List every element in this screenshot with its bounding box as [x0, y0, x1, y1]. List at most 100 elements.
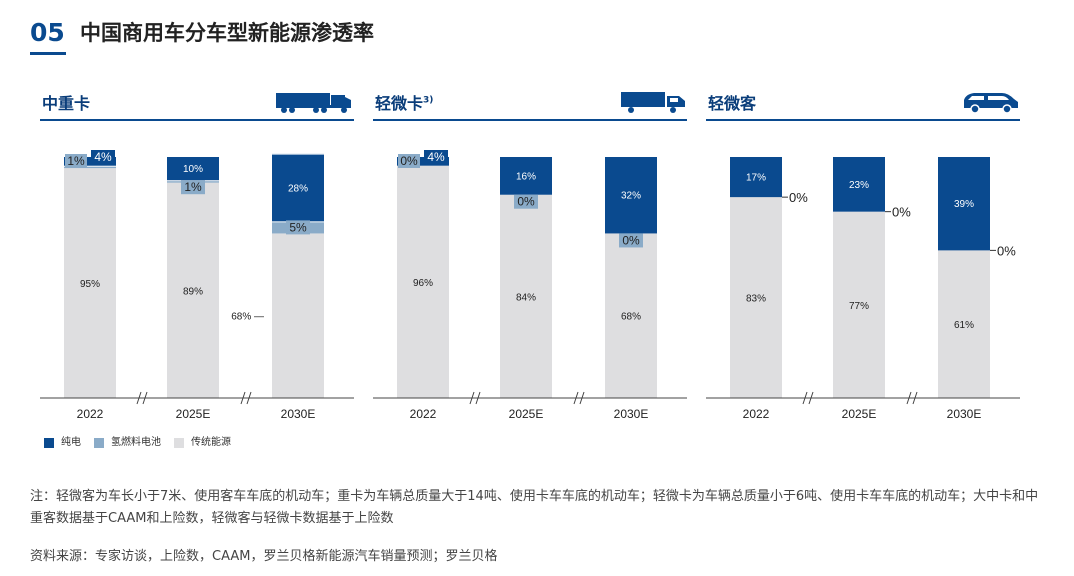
data-label: 95% [80, 279, 100, 290]
bar-segment [605, 233, 657, 398]
data-label: 83% [746, 294, 766, 305]
section-number-underline [30, 52, 66, 55]
label-box [619, 233, 643, 248]
panel-van: 轻微客 83% 17% 0% 2022 77% 23% 0% 2025E 61% 39% 0% 203… [706, 86, 1020, 422]
panel-rule [373, 119, 687, 121]
panel-chart: 96% 0% 4% 2022 84% 16% 0% 2025E 68% 32% 0% 2030E [373, 150, 687, 421]
data-label: 0% [517, 195, 535, 209]
axis-break [240, 391, 252, 405]
bar-segment [730, 197, 782, 398]
van-icon [962, 90, 1020, 118]
data-label: 17% [746, 173, 766, 184]
x-tick-label: 2030E [614, 407, 649, 421]
axis-break [906, 391, 918, 405]
data-label: 0% [622, 233, 640, 247]
label-box [65, 154, 87, 168]
bar-segment-divider [167, 156, 219, 157]
legend-label: 纯电 [61, 437, 81, 448]
x-tick-label: 2022 [410, 407, 437, 421]
data-label: 1% [184, 180, 202, 194]
section-number: 05 [30, 18, 65, 47]
bar-segment [833, 156, 885, 212]
label-box [398, 154, 420, 168]
label-box [514, 194, 538, 209]
panel-rule [706, 119, 1020, 121]
x-tick-label: 2022 [77, 407, 104, 421]
data-label: 16% [516, 171, 536, 182]
bar-segment [500, 156, 552, 195]
legend-swatch [44, 438, 54, 448]
panel-rule [40, 119, 354, 121]
x-tick-label: 2025E [842, 407, 877, 421]
axis-break [802, 391, 814, 405]
data-label: 96% [413, 278, 433, 289]
bar-segment-divider [272, 153, 324, 155]
data-label: 10% [183, 164, 203, 175]
x-tick-label: 2030E [281, 407, 316, 421]
bar-segment-divider [397, 156, 449, 157]
bar-segment [397, 156, 449, 166]
axis-break [573, 391, 585, 405]
light-truck-icon [621, 90, 687, 118]
data-label: 32% [621, 191, 641, 202]
data-label: 23% [849, 180, 869, 191]
data-label: 39% [954, 199, 974, 210]
label-box [181, 180, 205, 195]
data-label: 89% [183, 286, 203, 297]
bar-segment [167, 182, 219, 398]
data-label: 28% [288, 183, 308, 194]
bar-segment [730, 156, 782, 198]
source-note: 资料来源：专家访谈，上险数，CAAM，罗兰贝格新能源汽车销量预测；罗兰贝格 [30, 549, 498, 564]
data-label: 4% [427, 150, 445, 164]
x-tick-label: 2025E [509, 407, 544, 421]
bar-segment [64, 165, 116, 169]
legend-swatch [94, 438, 104, 448]
bar-segment [64, 168, 116, 398]
heavy-truck-icon [276, 90, 354, 118]
bar-segment-divider [938, 156, 990, 157]
label-box [91, 150, 115, 164]
data-label: 0% [892, 205, 911, 220]
panel-title: 中重卡 [42, 94, 91, 113]
x-tick-label: 2022 [743, 407, 770, 421]
data-label: 0% [789, 190, 808, 205]
data-label: 5% [289, 220, 307, 234]
bar-segment [397, 165, 449, 398]
page-title: 中国商用车分车型新能源渗透率 [80, 21, 374, 45]
bar-segment-divider [500, 156, 552, 157]
data-label: 84% [516, 292, 536, 303]
panel-chart: 95% 1% 4% 2022 89% 10% 1% 2025E 68% — 28% 5% 2030E [40, 150, 354, 421]
data-label: 0% [400, 154, 418, 168]
axis-break [469, 391, 481, 405]
panel-title: 轻微客 [708, 94, 757, 113]
bar-segment-divider [833, 156, 885, 157]
data-label: 0% [997, 243, 1016, 258]
panel-heavy-truck: 中重卡 95% 1% 4% 2022 89% 10% 1% 2025E 68% — 28% 5% 20… [40, 86, 354, 422]
bar-segment [167, 156, 219, 181]
footnote: 注：轻微客为车长小于7米、使用客车车底的机动车；重卡为车辆总质量大于14吨、使用… [30, 489, 1039, 526]
panel-title: 轻微卡3) [375, 94, 434, 113]
bar-segment [938, 156, 990, 251]
x-tick-label: 2030E [947, 407, 982, 421]
data-label: 4% [94, 150, 112, 164]
panel-chart: 83% 17% 0% 2022 77% 23% 0% 2025E 61% 39% 0% 2030E [706, 156, 1020, 421]
bar-segment-divider [64, 156, 116, 157]
bar-segment [272, 153, 324, 222]
bar-segment-divider [730, 156, 782, 157]
legend-swatch [174, 438, 184, 448]
label-box [286, 220, 310, 235]
legend-label: 传统能源 [191, 437, 231, 448]
data-label: 1% [67, 154, 85, 168]
bar-segment [500, 194, 552, 398]
bar-segment [833, 211, 885, 398]
data-label: 68% [621, 312, 641, 323]
bar-segment-divider [64, 165, 116, 167]
bar-segment [938, 250, 990, 398]
data-label: 61% [954, 320, 974, 331]
bar-segment [272, 233, 324, 398]
panel-light-truck: 轻微卡3) 96% 0% 4% 2022 84% 16% 0% 2025E 68% 32% 0% 20… [373, 86, 687, 422]
axis-break [136, 391, 148, 405]
data-label: 77% [849, 301, 869, 312]
legend-label: 氢燃料电池 [111, 437, 161, 448]
x-tick-label: 2025E [176, 407, 211, 421]
